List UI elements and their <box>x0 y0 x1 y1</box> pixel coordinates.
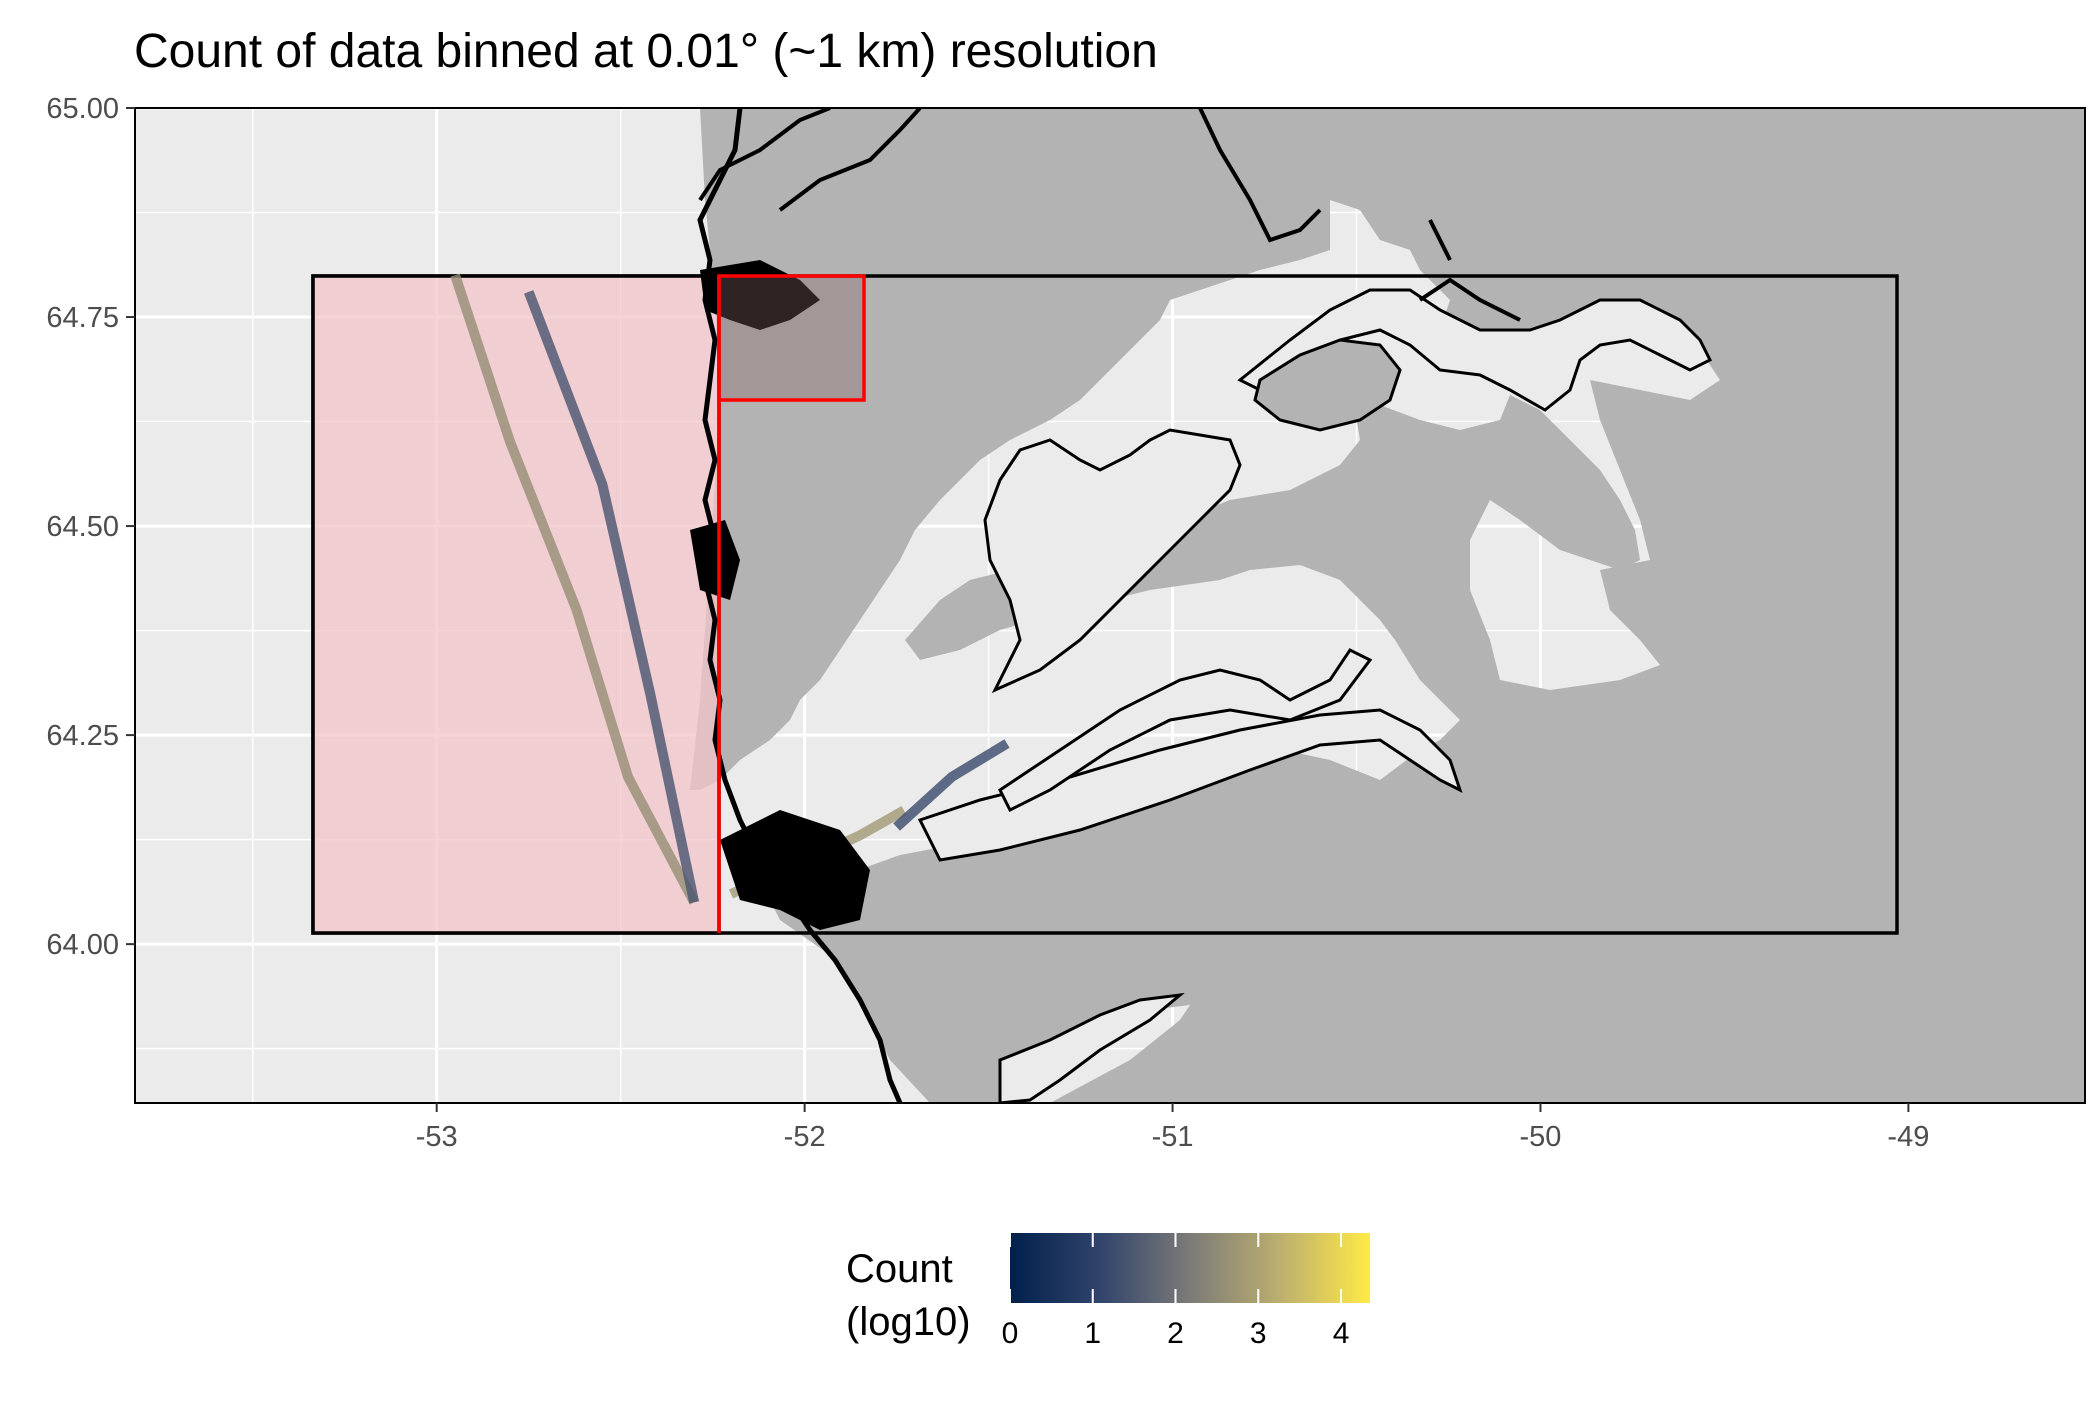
x-tick-label: -49 <box>1887 1121 1929 1153</box>
land-mass <box>690 108 2085 1103</box>
y-tick-label: 64.25 <box>46 720 119 752</box>
fjord-branch-east <box>1237 288 1713 412</box>
track-main-shipping-lane <box>450 273 699 905</box>
fjord-arm-south <box>998 992 1185 1103</box>
x-tick-label: -53 <box>416 1121 458 1153</box>
x-tick-label: -51 <box>1152 1121 1194 1153</box>
y-tick-label: 64.50 <box>46 511 119 543</box>
track-inner-fjord-track <box>893 739 1010 831</box>
chart-title: Count of data binned at 0.01° (~1 km) re… <box>134 25 1158 78</box>
legend-title-line2: (log10) <box>846 1300 971 1344</box>
y-tick-label: 64.75 <box>46 302 119 334</box>
legend-tick-label: 0 <box>1002 1317 1019 1350</box>
legend-tick-label: 2 <box>1167 1317 1184 1350</box>
north-coastal-box <box>717 274 866 402</box>
legend-tick-label: 1 <box>1084 1317 1101 1350</box>
island-cluster-mid <box>690 520 740 600</box>
coastline-northeast-arm <box>1418 219 1521 322</box>
track-parallel-lane <box>524 290 700 904</box>
legend-tick-label: 4 <box>1333 1317 1350 1350</box>
y-tick-label: 64.00 <box>46 929 119 961</box>
island-cluster-south <box>720 810 870 930</box>
fjord-lake-inner <box>1253 338 1402 432</box>
legend-ticks: 0 1 2 3 4 <box>1002 1233 1350 1350</box>
panel-border <box>134 107 2086 1104</box>
legend-colorbar <box>1010 1233 1370 1303</box>
axes: -53 -52 -51 -50 -49 64.00 64.25 64.50 64.75 65.00 <box>46 93 1929 1153</box>
legend-title-line1: Count <box>846 1247 953 1291</box>
fjord-arm-mid <box>998 648 1373 813</box>
legend-tick-label: 3 <box>1250 1317 1267 1350</box>
fjord-arm-se <box>917 708 1463 862</box>
y-tick-label: 65.00 <box>46 93 119 125</box>
x-tick-label: -52 <box>784 1121 826 1153</box>
coastline-north-peninsula <box>698 108 1322 243</box>
x-tick-label: -50 <box>1520 1121 1562 1153</box>
fjord-water-north <box>983 428 1242 694</box>
legend: Count (log10) 0 1 2 3 4 <box>846 1233 1370 1350</box>
